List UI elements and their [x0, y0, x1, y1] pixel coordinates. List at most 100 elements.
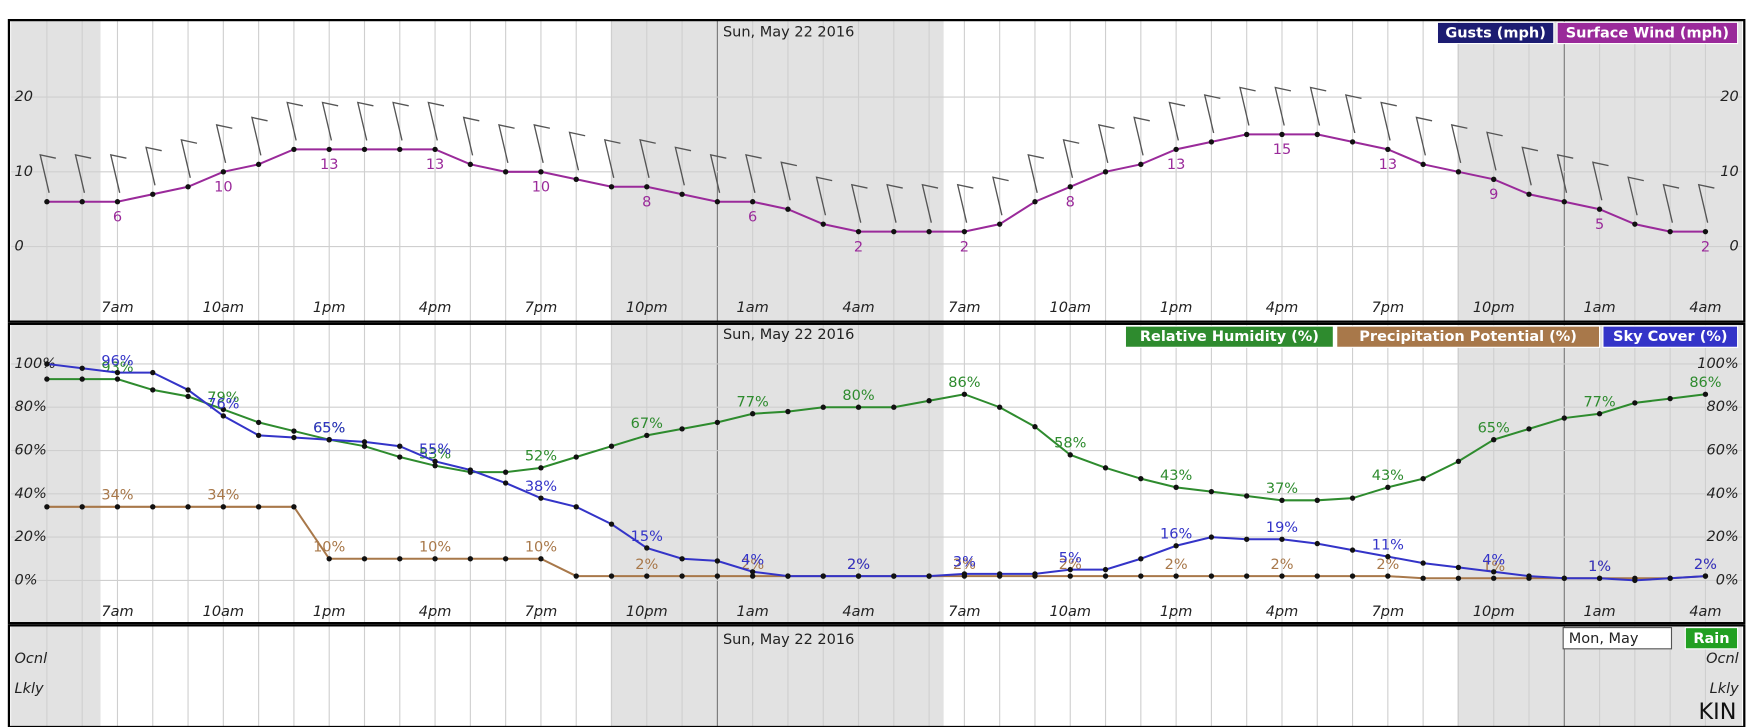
x-tick-label: 1pm: [1160, 300, 1193, 316]
wind-barb: [356, 101, 374, 141]
wind-barb: [180, 138, 198, 178]
y-tick-label-right: 10: [1720, 164, 1738, 180]
data-point: [291, 428, 297, 434]
x-tick-label: 1pm: [313, 300, 346, 316]
data-point: [573, 504, 579, 510]
wind-barb: [886, 183, 903, 223]
wind-barb: [956, 183, 974, 223]
data-point: [150, 504, 156, 510]
legend-label: Rain: [1693, 631, 1729, 647]
wind-barb: [674, 146, 692, 186]
data-point: [397, 443, 403, 449]
data-point: [1561, 415, 1567, 421]
data-point: [644, 545, 650, 551]
data-point: [114, 376, 121, 382]
data-point: [749, 569, 756, 575]
data-label: 6: [113, 209, 122, 225]
wind-barb: [992, 176, 1009, 216]
date-label: Sun, May 22 2016: [723, 24, 854, 40]
data-point: [467, 161, 474, 168]
wind-barb: [392, 101, 409, 141]
data-point: [1455, 169, 1462, 175]
data-label: 34%: [101, 488, 133, 504]
data-point: [1491, 575, 1497, 581]
data-point: [1067, 566, 1073, 573]
wind-barb: [639, 138, 656, 178]
data-point: [1702, 573, 1709, 579]
data-point: [432, 556, 438, 562]
legend-box: [1602, 325, 1739, 348]
data-point: [1385, 573, 1391, 579]
data-point: [1420, 560, 1426, 566]
wind-barb: [1380, 101, 1397, 141]
wind-barb: [1239, 86, 1256, 126]
data-point: [961, 228, 968, 235]
wind-barb: [39, 153, 56, 193]
data-point: [714, 573, 721, 579]
x-tick-label: 10am: [203, 300, 244, 316]
data-point: [855, 228, 862, 235]
data-label: 77%: [737, 395, 769, 411]
data-point: [114, 369, 121, 376]
x-tick-label: 7pm: [1372, 300, 1405, 316]
foreground: 0 0 10 10 20 20 7am 10am 1pm 4pm 7pm 10pm 1am 4am 7am 1…: [7, 18, 1746, 727]
data-point: [1208, 534, 1215, 540]
x-tick-label: 4am: [842, 604, 874, 620]
data-point: [644, 184, 650, 190]
data-label: 13: [320, 157, 338, 173]
data-label: 80%: [842, 388, 874, 404]
data-point: [1173, 146, 1179, 153]
data-point: [1455, 564, 1462, 571]
data-point: [44, 361, 50, 367]
data-point: [502, 169, 509, 175]
night-shade: [610, 625, 944, 727]
data-point: [926, 398, 932, 404]
legend-box: [1436, 21, 1555, 45]
data-label: 2%: [1694, 557, 1717, 573]
data-label: 67%: [631, 416, 663, 432]
data-point: [573, 176, 579, 182]
legend-label: Gusts (mph): [1445, 26, 1546, 42]
data-point: [1138, 573, 1144, 579]
data-point: [1632, 577, 1638, 584]
x-tick-label: 4am: [1689, 300, 1721, 316]
x-tick-label: 7am: [948, 300, 980, 316]
data-point: [1032, 424, 1038, 430]
data-point: [502, 480, 509, 486]
data-label: 2%: [635, 557, 658, 573]
data-label: 15%: [631, 529, 663, 545]
data-label: 9: [1489, 187, 1498, 203]
legend-label: Surface Wind (mph): [1566, 26, 1729, 42]
data-point: [1667, 395, 1673, 402]
y-tick-label: 20: [15, 89, 33, 105]
wind-barb: [462, 116, 480, 156]
data-point: [1314, 540, 1320, 547]
data-point: [291, 146, 297, 153]
x-tick-label: 7am: [948, 604, 980, 620]
x-tick-label: 1pm: [313, 604, 346, 620]
data-point: [749, 411, 756, 417]
data-point: [608, 443, 615, 449]
data-label: 2%: [1376, 557, 1399, 573]
data-label: 13: [1167, 157, 1185, 173]
data-point: [1420, 575, 1426, 581]
data-point: [1279, 497, 1285, 503]
data-label: 2%: [1270, 557, 1293, 573]
data-point: [891, 404, 897, 410]
x-tick-label: 7pm: [525, 604, 558, 620]
wind-barb: [850, 183, 868, 223]
data-label: 2%: [953, 557, 976, 573]
data-point: [467, 556, 474, 562]
data-point: [679, 573, 685, 579]
data-point: [1208, 488, 1215, 495]
data-point: [926, 573, 932, 579]
data-point: [1102, 566, 1109, 573]
y-tick-label: 10: [15, 164, 33, 180]
data-label: 2: [960, 239, 969, 255]
legend-box: [1556, 21, 1739, 45]
wind-barb: [427, 101, 445, 141]
data-point: [1526, 573, 1532, 579]
data-point: [44, 199, 50, 205]
y-tick-label-right: 60%: [1706, 443, 1738, 459]
data-point: [1244, 536, 1250, 542]
